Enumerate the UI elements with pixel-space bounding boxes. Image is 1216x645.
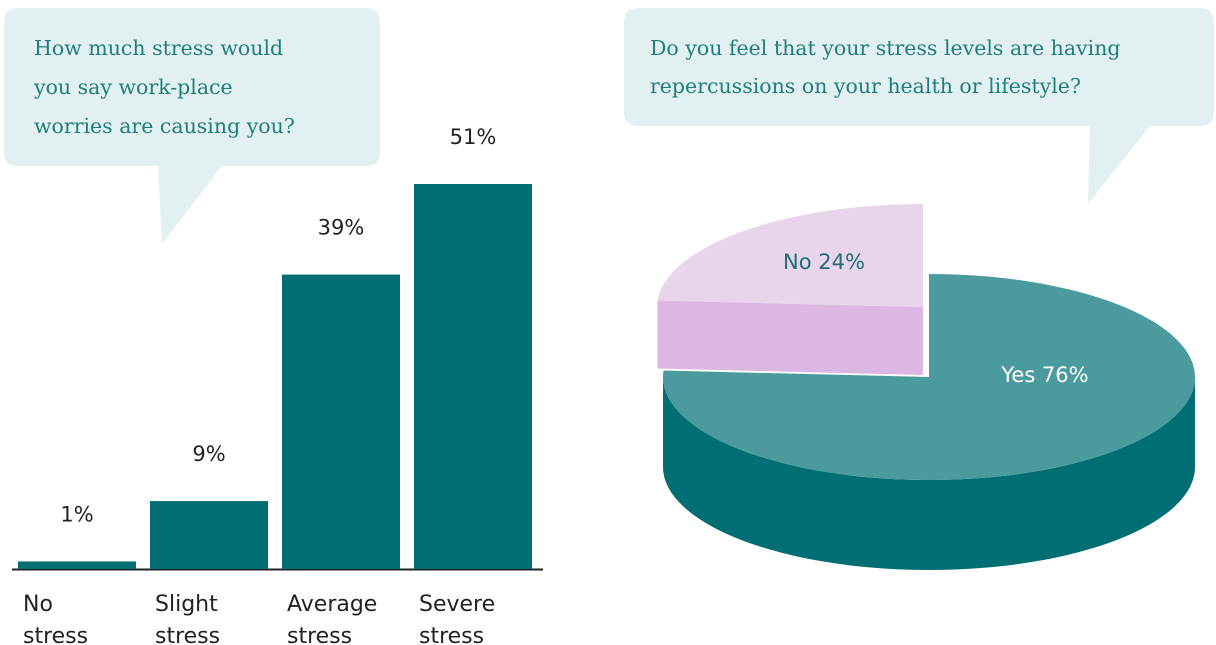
bar-chart: 1% No stress 9% Slight stress 39% Average stress… [12, 125, 543, 645]
category-label: stress [155, 624, 220, 645]
pie-chart: Yes 76% No 24% [657, 204, 1195, 570]
category-label: stress [419, 624, 484, 645]
bar-question-bubble-shape [4, 8, 380, 244]
bar-question-line-3: worries are causing you? [34, 114, 295, 138]
bar-value-label: 51% [450, 125, 497, 149]
category-label: stress [287, 624, 352, 645]
pie-question-line-1: Do you feel that your stress levels are … [650, 36, 1121, 60]
category-label: stress [23, 624, 88, 645]
bar-3 [282, 274, 400, 569]
category-label: Slight [155, 592, 218, 617]
category-label: Average [287, 592, 377, 617]
bar-value-label: 9% [192, 442, 225, 466]
pie-label-yes: Yes 76% [1000, 363, 1088, 387]
pie-slice-yes-side [663, 377, 1195, 570]
pie-slice-yes-top [663, 274, 1195, 480]
pie-question-line-2: repercussions on your health or lifestyl… [650, 74, 1081, 98]
bar-2 [150, 501, 268, 569]
bar-question-line-2: you say work-place [33, 75, 233, 99]
pie-slice-no-side [657, 300, 923, 375]
pie-question-bubble-shape [624, 8, 1214, 204]
pie-slice-no-top [657, 204, 923, 307]
bar-value-label: 39% [318, 216, 365, 240]
category-label: Severe [419, 592, 495, 617]
category-label: No [23, 592, 53, 617]
bar-4 [414, 184, 532, 569]
bar-value-label: 1% [60, 502, 93, 526]
pie-label-no: No 24% [783, 250, 865, 274]
pie-question-bubble: Do you feel that your stress levels are … [624, 8, 1214, 204]
bar-question-line-1: How much stress would [34, 36, 283, 60]
bar-1 [18, 561, 136, 569]
bar-question-bubble: How much stress would you say work-place… [4, 8, 380, 244]
